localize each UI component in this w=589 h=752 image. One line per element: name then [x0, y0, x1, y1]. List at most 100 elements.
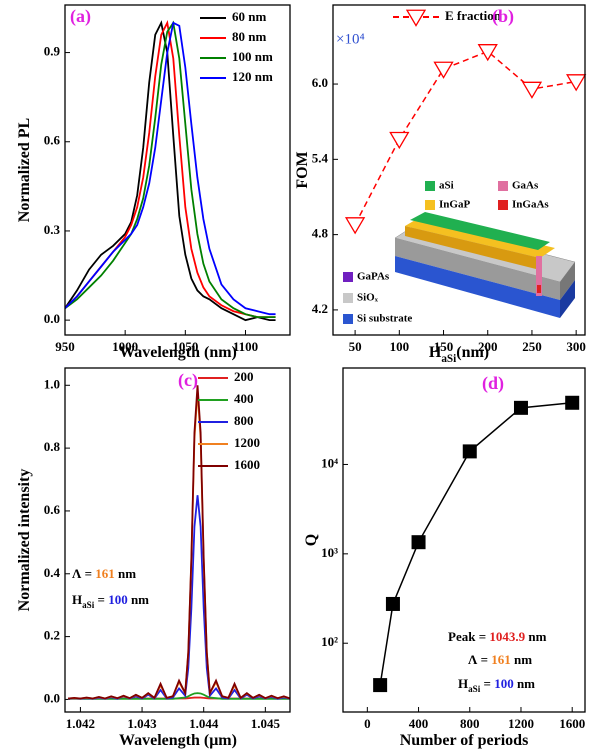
series-line [379, 402, 573, 686]
y-axis-label-part: Normalized PL [16, 118, 33, 222]
annotation-part: H [72, 592, 82, 607]
y-axis-label-part: FOM [294, 151, 311, 188]
inset-label: GaPAs [357, 271, 390, 283]
x-tick-label: 1.044 [189, 716, 219, 731]
annotation: Λ = 161 nm [468, 652, 532, 667]
annotation-part: = [480, 676, 494, 691]
x-axis-label: Wavelength (μm) [119, 732, 237, 749]
x-tick-label: 1600 [559, 716, 585, 731]
annotation-part: 100 [108, 592, 128, 607]
inset-label: Si substrate [357, 313, 412, 325]
marker [405, 9, 427, 27]
panel-label: (b) [492, 6, 514, 27]
x-tick-label: 1050 [172, 339, 198, 354]
x-tick-label: 1100 [233, 339, 258, 354]
panel-label: (a) [70, 6, 91, 27]
marker [513, 400, 528, 415]
marker [566, 74, 587, 92]
annotation-part: 1043.9 [489, 629, 525, 644]
x-tick-label: 250 [522, 339, 542, 354]
marker [344, 217, 366, 235]
legend-label: 80 nm [232, 29, 266, 44]
legend-label: E fraction [445, 8, 502, 23]
series-line [65, 20, 276, 322]
legend-label: 120 nm [232, 69, 273, 84]
annotation-part: 161 [491, 652, 511, 667]
annotation-part: Λ = [468, 652, 491, 667]
y-axis-label: Q [303, 534, 320, 546]
plot-frame [64, 367, 291, 713]
series-line [67, 385, 290, 700]
x-axis-label-part: Number of periods [400, 732, 529, 749]
annotation: HaSi = 100 nm [458, 676, 535, 694]
x-tick-label: 1200 [508, 716, 534, 731]
y-axis-label: FOM [294, 151, 311, 188]
annotation-part: nm [115, 566, 136, 581]
y-axis-label-part: Q [303, 534, 320, 546]
y-axis-label-part: Normalized intensity [16, 469, 33, 612]
annotation-part: = [94, 592, 108, 607]
y-tick-label: 0.0 [44, 690, 60, 705]
annotation-part: nm [128, 592, 149, 607]
annotation-part: Λ = [72, 566, 95, 581]
annotation: Λ = 161 nm [72, 566, 136, 581]
x-axis-label-part: Wavelength (μm) [119, 732, 237, 749]
legend-label: 200 [234, 369, 254, 384]
marker [565, 395, 580, 410]
inset-label: aSi [439, 180, 454, 192]
x-axis-label-part: (nm) [456, 344, 489, 361]
annotation-part: nm [511, 652, 532, 667]
x-tick-label: 150 [434, 339, 454, 354]
x-tick-label: 50 [349, 339, 362, 354]
annotation: Peak = 1043.9 nm [448, 629, 547, 644]
y-tick-label: 1.0 [44, 376, 60, 391]
legend-label: 800 [234, 413, 254, 428]
x-axis-label: HaSi(nm) [429, 344, 489, 365]
x-axis-label-part: Wavelength (nm) [119, 344, 237, 361]
annotation-part: 161 [95, 566, 115, 581]
y-tick-label: 10⁴ [321, 455, 338, 470]
x-tick-label: 400 [409, 716, 429, 731]
annotation-part: nm [514, 676, 535, 691]
y-tick-label: 0.8 [44, 439, 61, 454]
annotation-part: Peak = [448, 629, 489, 644]
x-axis-label: Number of periods [400, 732, 529, 749]
x-tick-label: 950 [55, 339, 75, 354]
x-tick-label: 1.043 [127, 716, 157, 731]
plot-frame [332, 4, 586, 336]
annotation: HaSi = 100 nm [72, 592, 149, 610]
marker [373, 678, 388, 693]
legend-label: 100 nm [232, 49, 273, 64]
y-tick-label: 0.9 [44, 44, 61, 59]
series-line [68, 692, 290, 700]
series-line [65, 20, 276, 319]
y-tick-label: 6.0 [312, 75, 328, 90]
x-tick-label: 100 [390, 339, 410, 354]
inset-label: InGaAs [512, 199, 549, 211]
annotation-part: nm [525, 629, 546, 644]
inset-label: InGaP [439, 199, 470, 211]
series-line [354, 50, 577, 225]
x-axis-label-part: aSi [441, 353, 456, 365]
x-tick-label: 200 [478, 339, 498, 354]
legend-label: 1600 [234, 457, 260, 472]
plot-frame [342, 367, 586, 713]
annotation-part: 100 [494, 676, 514, 691]
y-tick-label: 0.4 [44, 565, 61, 580]
y-axis-label: Normalized intensity [16, 469, 33, 612]
marker [411, 535, 426, 550]
inset-label: SiOₓ [357, 292, 379, 304]
marker [477, 44, 498, 62]
marker [389, 131, 410, 150]
y-tick-label: 0.2 [44, 628, 60, 643]
legend-label: 1200 [234, 435, 260, 450]
x-axis-label: Wavelength (nm) [119, 344, 237, 361]
annotation-part: aSi [82, 600, 95, 610]
y-tick-label: 0.6 [44, 133, 61, 148]
x-tick-label: 1.042 [66, 716, 95, 731]
y-tick-label: 0.6 [44, 502, 61, 517]
marker [433, 61, 454, 79]
annotation-part: aSi [468, 684, 481, 694]
inset-label: GaAs [512, 180, 539, 192]
legend-label: 60 nm [232, 9, 266, 24]
